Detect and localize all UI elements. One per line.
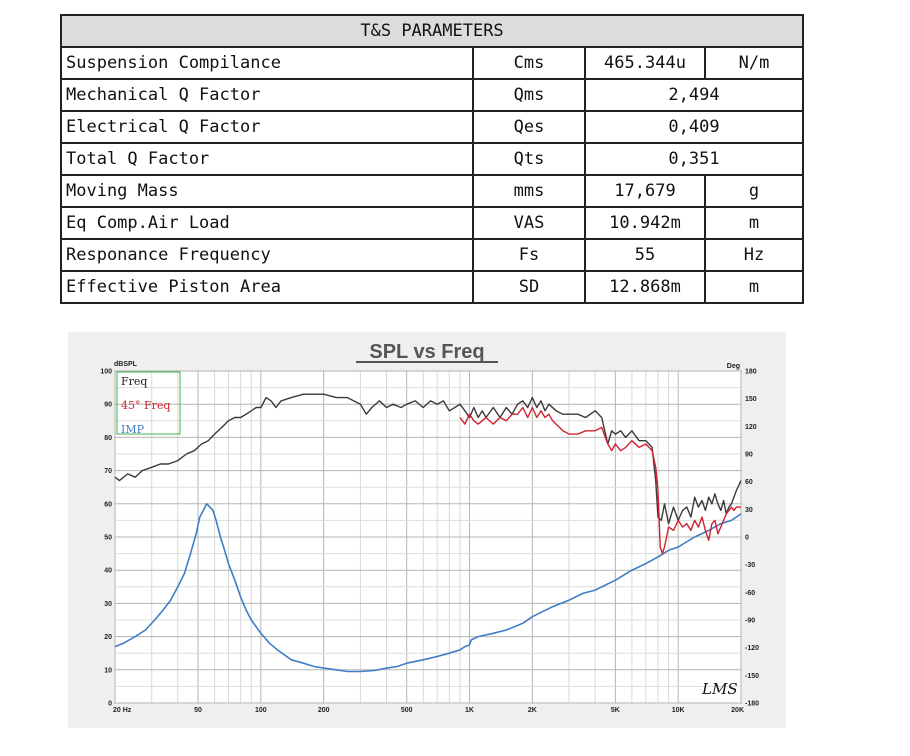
ts-parameters-table: T&S PARAMETERS Suspension Compilance Cms… — [59, 14, 805, 304]
x-tick-label: 20 Hz — [113, 707, 132, 714]
param-unit: m — [703, 270, 805, 304]
x-tick-label: 20K — [731, 707, 744, 714]
y-tick-label: 90 — [104, 402, 112, 409]
chart-title: SPL vs Freq — [369, 341, 484, 363]
param-value: 10.942m — [584, 206, 706, 240]
series-layer — [114, 393, 742, 673]
param-value: 12.868m — [584, 270, 706, 304]
param-unit: Hz — [703, 238, 805, 272]
spl-chart: SPL vs Freq 0 10 20 30 40 50 60 70 80 90 100 -180 -1… — [100, 341, 759, 715]
plot-grid — [114, 370, 742, 704]
table-row: Moving Mass mms 17,679 g — [60, 174, 805, 208]
y2-tick-label: -180 — [745, 701, 759, 708]
y-tick-label: 70 — [104, 468, 112, 475]
series-line-45-freq — [459, 406, 741, 555]
legend-box — [116, 371, 181, 435]
param-name: Effective Piston Area — [60, 270, 474, 304]
x-tick-label: 10K — [672, 707, 685, 714]
param-name: Electrical Q Factor — [60, 110, 474, 144]
table-row: Total Q Factor Qts 0,351 — [60, 142, 805, 176]
x-tick-label: 100 — [255, 707, 267, 714]
y-tick-label: 80 — [104, 435, 112, 442]
y2-tick-label: 30 — [745, 507, 753, 514]
param-name: Mechanical Q Factor — [60, 78, 474, 112]
y-tick-label: 10 — [104, 667, 112, 674]
y2-tick-label: 150 — [745, 396, 757, 403]
param-unit: g — [703, 174, 805, 208]
param-symbol: SD — [472, 270, 586, 304]
y-axis-label: dBSPL — [114, 361, 138, 368]
param-symbol: Qms — [472, 78, 586, 112]
y2-tick-label: 180 — [745, 369, 757, 376]
param-name: Moving Mass — [60, 174, 474, 208]
table-row: Effective Piston Area SD 12.868m m — [60, 270, 805, 304]
series-line-freq — [114, 393, 742, 525]
param-name: Total Q Factor — [60, 142, 474, 176]
param-symbol: Qes — [472, 110, 586, 144]
chart-legend: Freq 45° Freq IMP — [116, 371, 181, 436]
param-name: Eq Comp.Air Load — [60, 206, 474, 240]
y2-tick-label: 120 — [745, 424, 757, 431]
x-tick-label: 1K — [465, 707, 474, 714]
axis-labels: 0 10 20 30 40 50 60 70 80 90 100 -180 -150 -120 -90 -60… — [100, 369, 759, 715]
param-value: 465.344u — [584, 46, 706, 80]
param-value: 2,494 — [583, 78, 805, 112]
param-value: 0,351 — [583, 142, 805, 176]
x-tick-label: 200 — [318, 707, 330, 714]
y2-tick-label: -30 — [745, 562, 755, 569]
table-header: T&S PARAMETERS — [59, 14, 805, 48]
legend-entry: IMP — [121, 423, 145, 436]
legend-entry: 45° Freq — [121, 399, 170, 412]
y-tick-label: 20 — [104, 634, 112, 641]
legend-entry: Freq — [121, 375, 147, 388]
param-symbol: Fs — [472, 238, 586, 272]
param-symbol: Qts — [472, 142, 586, 176]
y2-tick-label: -60 — [745, 590, 755, 597]
param-value: 55 — [584, 238, 706, 272]
y-tick-label: 50 — [104, 535, 112, 542]
y-tick-label: 30 — [104, 601, 112, 608]
table-row: Electrical Q Factor Qes 0,409 — [60, 110, 805, 144]
y2-tick-label: -90 — [745, 618, 755, 625]
table-row: Eq Comp.Air Load VAS 10.942m m — [60, 206, 805, 240]
param-value: 0,409 — [583, 110, 805, 144]
y2-axis-label: Deg — [727, 363, 740, 370]
y2-tick-label: 0 — [745, 535, 749, 542]
y-tick-label: 40 — [104, 568, 112, 575]
param-symbol: VAS — [472, 206, 586, 240]
param-unit: m — [703, 206, 805, 240]
param-unit: N/m — [703, 46, 805, 80]
x-tick-label: 5K — [611, 707, 620, 714]
param-name: Responance Frequency — [60, 238, 474, 272]
table-row: Responance Frequency Fs 55 Hz — [60, 238, 805, 272]
param-symbol: Cms — [472, 46, 586, 80]
table-row: Mechanical Q Factor Qms 2,494 — [60, 78, 805, 112]
spl-chart-panel: SPL vs Freq 0 10 20 30 40 50 60 70 80 90 100 -180 -1… — [68, 332, 786, 728]
x-tick-label: 2K — [528, 707, 537, 714]
y2-tick-label: 90 — [745, 452, 753, 459]
param-name: Suspension Compilance — [60, 46, 474, 80]
y2-tick-label: -150 — [745, 673, 759, 680]
series-line-imp — [114, 503, 742, 673]
param-symbol: mms — [472, 174, 586, 208]
table-header-row: T&S PARAMETERS — [59, 14, 805, 48]
x-tick-label: 50 — [194, 707, 202, 714]
y-tick-label: 60 — [104, 501, 112, 508]
y-tick-label: 0 — [108, 701, 112, 708]
table-row: Suspension Compilance Cms 465.344u N/m — [60, 46, 805, 80]
x-tick-label: 500 — [401, 707, 413, 714]
y-tick-label: 100 — [100, 369, 112, 376]
lms-watermark: LMS — [701, 680, 738, 698]
y2-tick-label: -120 — [745, 645, 759, 652]
y2-tick-label: 60 — [745, 479, 753, 486]
param-value: 17,679 — [584, 174, 706, 208]
